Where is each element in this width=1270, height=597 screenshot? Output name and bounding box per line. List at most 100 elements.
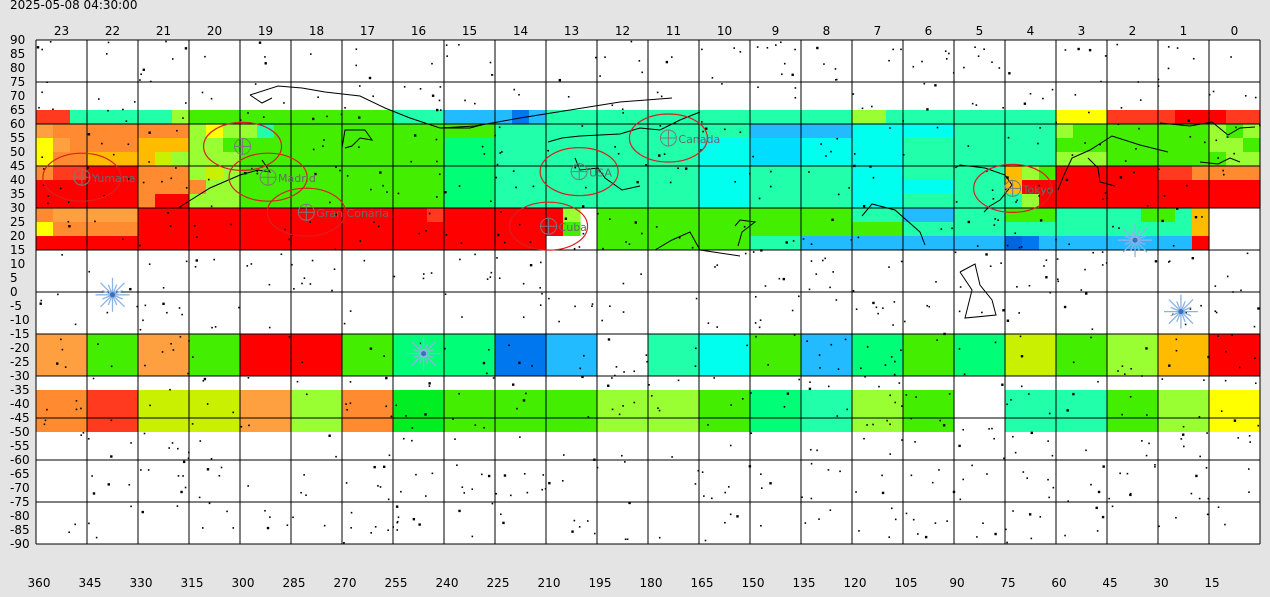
star xyxy=(214,326,217,328)
star xyxy=(910,474,913,477)
star xyxy=(1214,285,1217,287)
star xyxy=(1182,425,1185,428)
star-field xyxy=(36,40,1261,544)
right-ascension-label: 255 xyxy=(385,576,408,590)
coverage-cell xyxy=(971,222,989,236)
coverage-cell xyxy=(818,418,836,432)
coverage-cell xyxy=(376,138,394,152)
coverage-cell xyxy=(1124,334,1142,376)
coverage-cell xyxy=(716,418,734,432)
coverage-cell xyxy=(1141,334,1159,376)
star xyxy=(582,232,585,235)
coverage-cell xyxy=(699,152,717,166)
coverage-cell xyxy=(1243,418,1261,432)
coverage-cell xyxy=(155,138,173,152)
star xyxy=(1180,438,1183,440)
star xyxy=(767,364,769,366)
coverage-cell xyxy=(801,418,819,432)
coverage-cell xyxy=(53,208,71,222)
star xyxy=(1019,335,1022,338)
star xyxy=(1048,412,1051,415)
star xyxy=(1185,311,1187,314)
coverage-cell xyxy=(359,222,377,236)
coverage-cell xyxy=(818,152,836,166)
coverage-cell xyxy=(410,152,428,166)
star xyxy=(525,392,527,395)
star xyxy=(182,475,184,477)
coverage-cell xyxy=(495,180,513,194)
star xyxy=(641,71,644,74)
coverage-cell xyxy=(750,222,768,236)
coverage-cell xyxy=(325,418,343,432)
star xyxy=(750,432,753,434)
star xyxy=(518,223,521,226)
coverage-cell xyxy=(597,222,615,236)
star xyxy=(914,441,916,443)
star xyxy=(1039,516,1042,518)
star xyxy=(587,416,590,418)
declination-label: 75 xyxy=(10,75,25,89)
coverage-cell xyxy=(1141,208,1159,222)
coverage-cell xyxy=(1073,194,1091,208)
star xyxy=(87,133,91,136)
star xyxy=(626,538,629,541)
star xyxy=(622,405,624,407)
star xyxy=(161,180,163,183)
coverage-cell xyxy=(155,180,173,194)
coverage-cell xyxy=(597,180,615,194)
star xyxy=(519,436,521,438)
star xyxy=(487,474,491,478)
star xyxy=(36,46,40,49)
coverage-cell xyxy=(223,222,241,236)
coverage-cell xyxy=(1243,180,1261,194)
star xyxy=(1226,275,1229,278)
coverage-cell xyxy=(1039,124,1057,138)
star xyxy=(1028,284,1031,287)
hour-label: 0 xyxy=(1231,24,1239,38)
star xyxy=(179,335,182,338)
star xyxy=(397,516,400,519)
coverage-cell xyxy=(240,208,258,222)
coverage-cell xyxy=(53,418,71,432)
star xyxy=(532,185,535,188)
coverage-cell xyxy=(70,390,88,418)
coverage-cell xyxy=(410,124,428,138)
coverage-cell xyxy=(1005,194,1023,208)
star xyxy=(946,520,948,522)
coverage-cell xyxy=(1090,110,1108,124)
coverage-cell xyxy=(1022,180,1040,194)
coverage-cell xyxy=(104,180,122,194)
star xyxy=(1246,252,1249,255)
star xyxy=(193,224,196,227)
star xyxy=(1163,194,1166,197)
star xyxy=(905,394,908,396)
star xyxy=(418,523,421,526)
star xyxy=(379,171,382,174)
star xyxy=(853,153,856,155)
coverage-cell xyxy=(920,222,938,236)
coverage-cell xyxy=(648,138,666,152)
coverage-cell xyxy=(631,110,649,124)
coverage-cell xyxy=(495,166,513,180)
coverage-cell xyxy=(1090,180,1108,194)
star xyxy=(711,77,714,79)
coverage-cell xyxy=(1158,110,1176,124)
coverage-cell xyxy=(801,180,819,194)
star xyxy=(220,466,223,469)
star xyxy=(1039,219,1043,222)
star xyxy=(611,104,614,107)
coverage-cell xyxy=(359,180,377,194)
coverage-cell xyxy=(988,166,1006,180)
star xyxy=(419,342,422,345)
star xyxy=(1146,205,1149,207)
coverage-cell xyxy=(427,138,445,152)
coverage-cell xyxy=(1175,152,1193,166)
star xyxy=(573,519,576,522)
declination-label: 50 xyxy=(10,145,25,159)
visibility-ellipse xyxy=(202,121,283,171)
coverage-cell xyxy=(546,390,564,418)
star xyxy=(510,494,512,497)
right-ascension-label: 120 xyxy=(844,576,867,590)
star xyxy=(1052,486,1055,489)
coverage-cell xyxy=(308,236,326,250)
